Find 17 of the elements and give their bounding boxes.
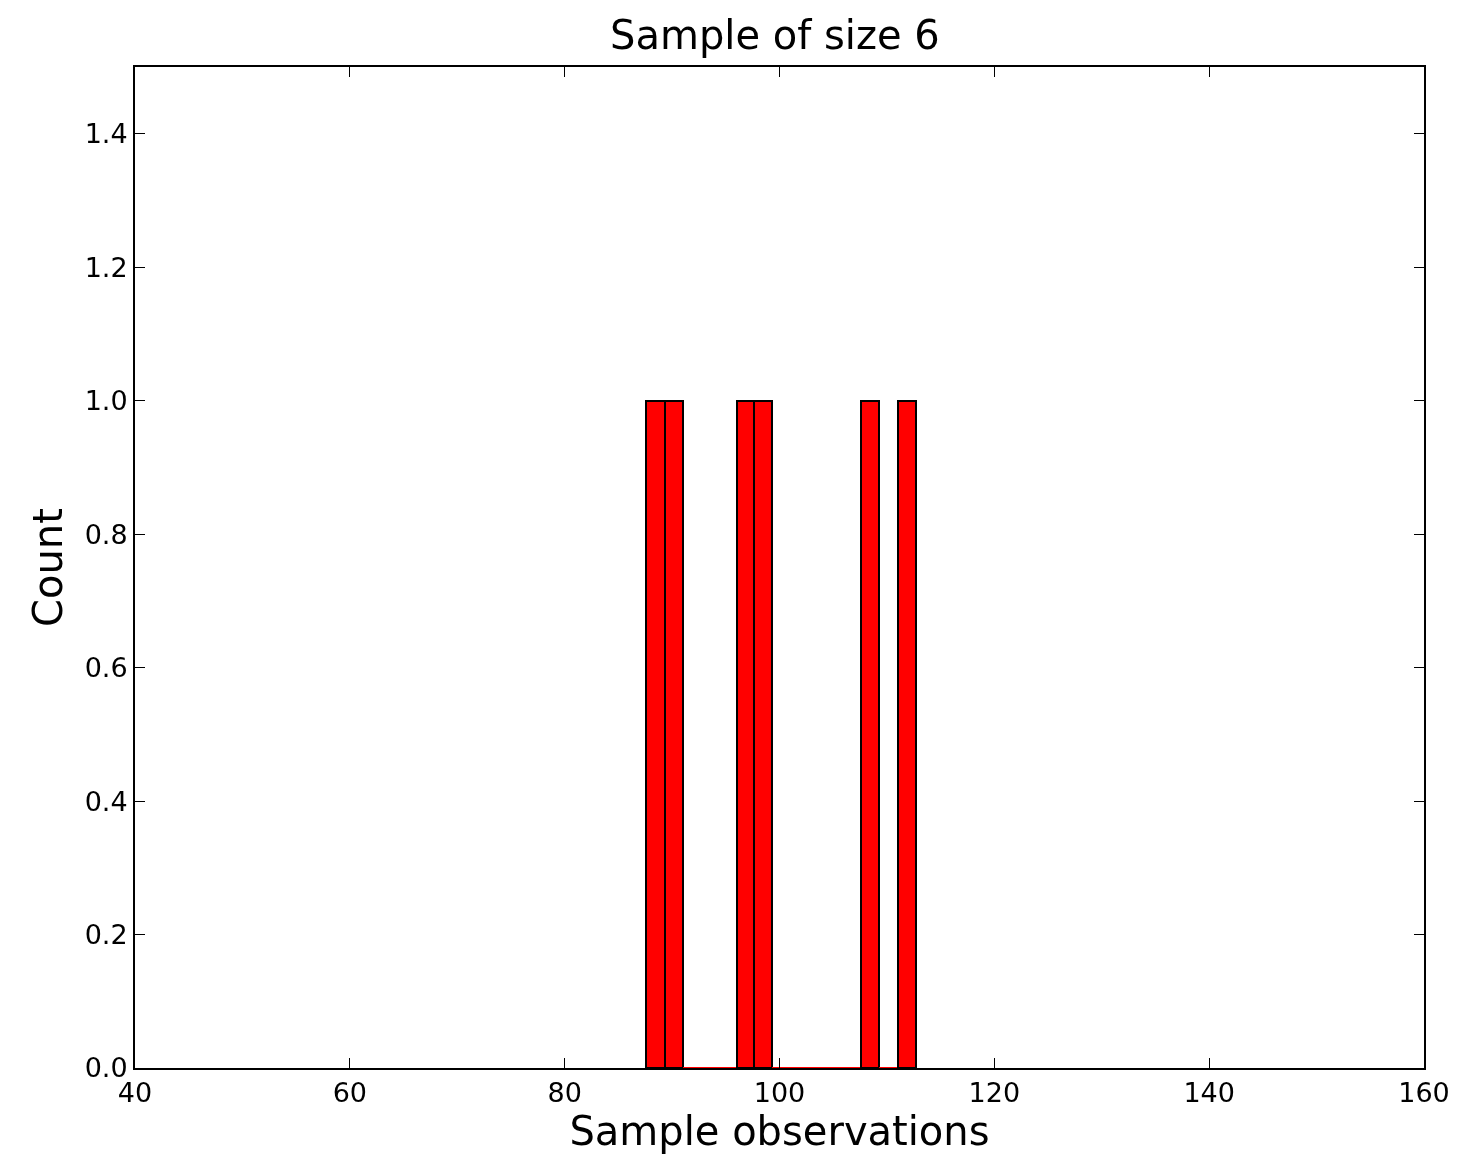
x-tick-label: 60 [332, 1077, 368, 1109]
y-tick-label: 0.4 [84, 785, 128, 817]
y-tick-label: 0.2 [84, 918, 128, 950]
y-tick-label: 0.6 [84, 652, 128, 684]
x-tick-label: 80 [547, 1077, 582, 1109]
x-tick-label: 140 [1183, 1077, 1235, 1109]
x-tick-label: 100 [753, 1077, 806, 1109]
x-tick-label: 40 [117, 1077, 153, 1109]
y-axis-title: Count [24, 508, 71, 627]
chart-title: Sample of size 6 [610, 12, 940, 59]
x-tick-label: 160 [1398, 1077, 1450, 1109]
y-tick-label: 0.8 [84, 518, 128, 550]
x-tick-label: 120 [968, 1077, 1021, 1109]
y-tick-label: 1.4 [84, 118, 128, 150]
y-tick-label: 1.2 [84, 251, 128, 283]
y-tick-label: 1.0 [84, 385, 128, 417]
x-axis-title: Sample observations [569, 1108, 990, 1155]
